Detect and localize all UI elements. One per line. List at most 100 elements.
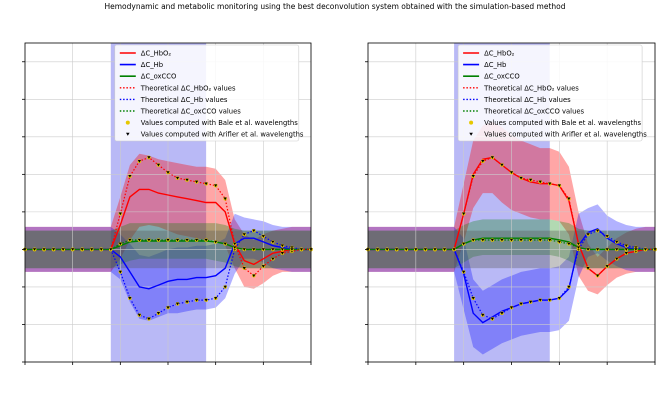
arifler-marker xyxy=(185,178,189,182)
arifler-marker xyxy=(500,312,504,315)
arifler-marker xyxy=(462,212,466,216)
arifler-marker xyxy=(147,156,151,159)
arifler-marker xyxy=(156,312,161,315)
arifler-marker xyxy=(61,248,65,251)
arifler-marker xyxy=(261,265,265,268)
arifler-marker xyxy=(280,251,284,255)
arifler-marker xyxy=(490,317,494,321)
arifler-marker xyxy=(261,235,265,238)
arifler-marker xyxy=(557,297,561,300)
legend-label: Values computed with Arifler et al. wave… xyxy=(141,131,304,139)
arifler-marker xyxy=(567,197,571,201)
arifler-marker xyxy=(147,317,151,321)
arifler-marker xyxy=(519,176,523,180)
arifler-marker xyxy=(586,248,590,251)
legend-label: Theoretical ΔC_Hb values xyxy=(483,96,571,104)
arifler-marker xyxy=(615,240,619,244)
arifler-marker xyxy=(481,238,485,242)
arifler-marker xyxy=(299,248,304,251)
legend-label: ΔC_oxCCO xyxy=(484,73,520,81)
arifler-marker xyxy=(252,229,256,233)
arifler-marker xyxy=(137,160,141,163)
arifler-marker xyxy=(548,298,552,302)
legend-handle-arifler xyxy=(126,132,130,136)
arifler-marker xyxy=(128,297,132,300)
arifler-marker xyxy=(147,238,151,242)
arifler-marker xyxy=(471,297,475,300)
arifler-marker xyxy=(548,182,552,186)
legend-label: ΔC_oxCCO xyxy=(141,73,177,81)
arifler-marker xyxy=(624,244,628,248)
arifler-marker xyxy=(414,248,418,251)
arifler-marker xyxy=(634,248,638,251)
legend-label: Theoretical ΔC_oxCCO values xyxy=(483,108,584,116)
arifler-marker xyxy=(118,242,122,246)
arifler-marker xyxy=(500,163,504,167)
arifler-marker xyxy=(519,238,523,242)
panel-spectral-correction: ΔC_HbO₂ ΔC_Hb ΔC_oxCCO Theoretical ΔC_HbO₂ … xyxy=(365,42,657,365)
arifler-marker xyxy=(271,248,275,251)
arifler-marker xyxy=(375,248,380,251)
arifler-marker xyxy=(52,248,56,251)
arifler-marker xyxy=(481,313,485,317)
arifler-marker xyxy=(490,156,494,159)
arifler-marker xyxy=(557,184,561,188)
arifler-marker xyxy=(156,163,161,167)
arifler-marker xyxy=(109,248,113,251)
legend-handle-bale xyxy=(125,120,130,125)
arifler-marker xyxy=(529,178,533,182)
arifler-marker xyxy=(214,240,218,244)
arifler-marker xyxy=(433,248,437,251)
arifler-marker xyxy=(442,248,447,251)
arifler-marker xyxy=(462,242,466,246)
arifler-marker xyxy=(280,248,284,251)
arifler-marker xyxy=(185,300,189,304)
arifler-marker xyxy=(204,238,208,242)
arifler-marker xyxy=(252,274,256,278)
arifler-marker xyxy=(233,242,237,246)
arifler-marker xyxy=(423,248,427,251)
arifler-marker xyxy=(538,180,542,184)
arifler-marker xyxy=(166,306,170,309)
arifler-marker xyxy=(576,242,581,246)
arifler-marker xyxy=(576,246,581,249)
legend-label: Theoretical ΔC_HbO₂ values xyxy=(140,84,236,92)
arifler-marker xyxy=(471,238,475,242)
arifler-marker xyxy=(615,257,619,261)
arifler-marker xyxy=(156,238,161,242)
arifler-marker xyxy=(548,238,552,242)
arifler-marker xyxy=(195,180,199,184)
arifler-marker xyxy=(223,285,227,289)
arifler-marker xyxy=(538,298,542,302)
arifler-marker xyxy=(42,248,46,251)
legend-box xyxy=(457,44,643,142)
legend-label: Values computed with Bale et al. wavelen… xyxy=(141,119,298,127)
legend-label: Theoretical ΔC_HbO₂ values xyxy=(483,84,579,92)
arifler-marker xyxy=(195,298,199,302)
arifler-marker xyxy=(624,248,628,251)
legend-label: Values computed with Bale et al. wavelen… xyxy=(484,119,641,127)
panel-no-spectral-correction: ΔC_HbO₂ ΔC_Hb ΔC_oxCCO Theoretical ΔC_HbO₂ … xyxy=(22,42,313,365)
arifler-marker xyxy=(586,233,590,236)
legend-label: ΔC_HbO₂ xyxy=(141,50,172,58)
arifler-marker xyxy=(175,302,180,306)
arifler-marker xyxy=(233,246,237,249)
arifler-marker xyxy=(195,238,199,242)
arifler-marker xyxy=(280,244,284,248)
arifler-marker xyxy=(500,238,504,242)
arifler-marker xyxy=(490,238,494,242)
arifler-marker xyxy=(509,171,514,174)
legend-handle-bale xyxy=(469,120,474,125)
arifler-marker xyxy=(223,242,227,246)
arifler-marker xyxy=(166,171,170,174)
legend-label: ΔC_Hb xyxy=(141,61,163,69)
arifler-marker xyxy=(567,285,571,289)
arifler-marker xyxy=(271,257,275,261)
arifler-marker xyxy=(71,248,75,251)
arifler-marker xyxy=(185,238,189,242)
arifler-marker xyxy=(271,240,275,244)
arifler-marker xyxy=(605,235,609,238)
arifler-marker xyxy=(137,238,141,242)
arifler-marker xyxy=(519,302,523,306)
